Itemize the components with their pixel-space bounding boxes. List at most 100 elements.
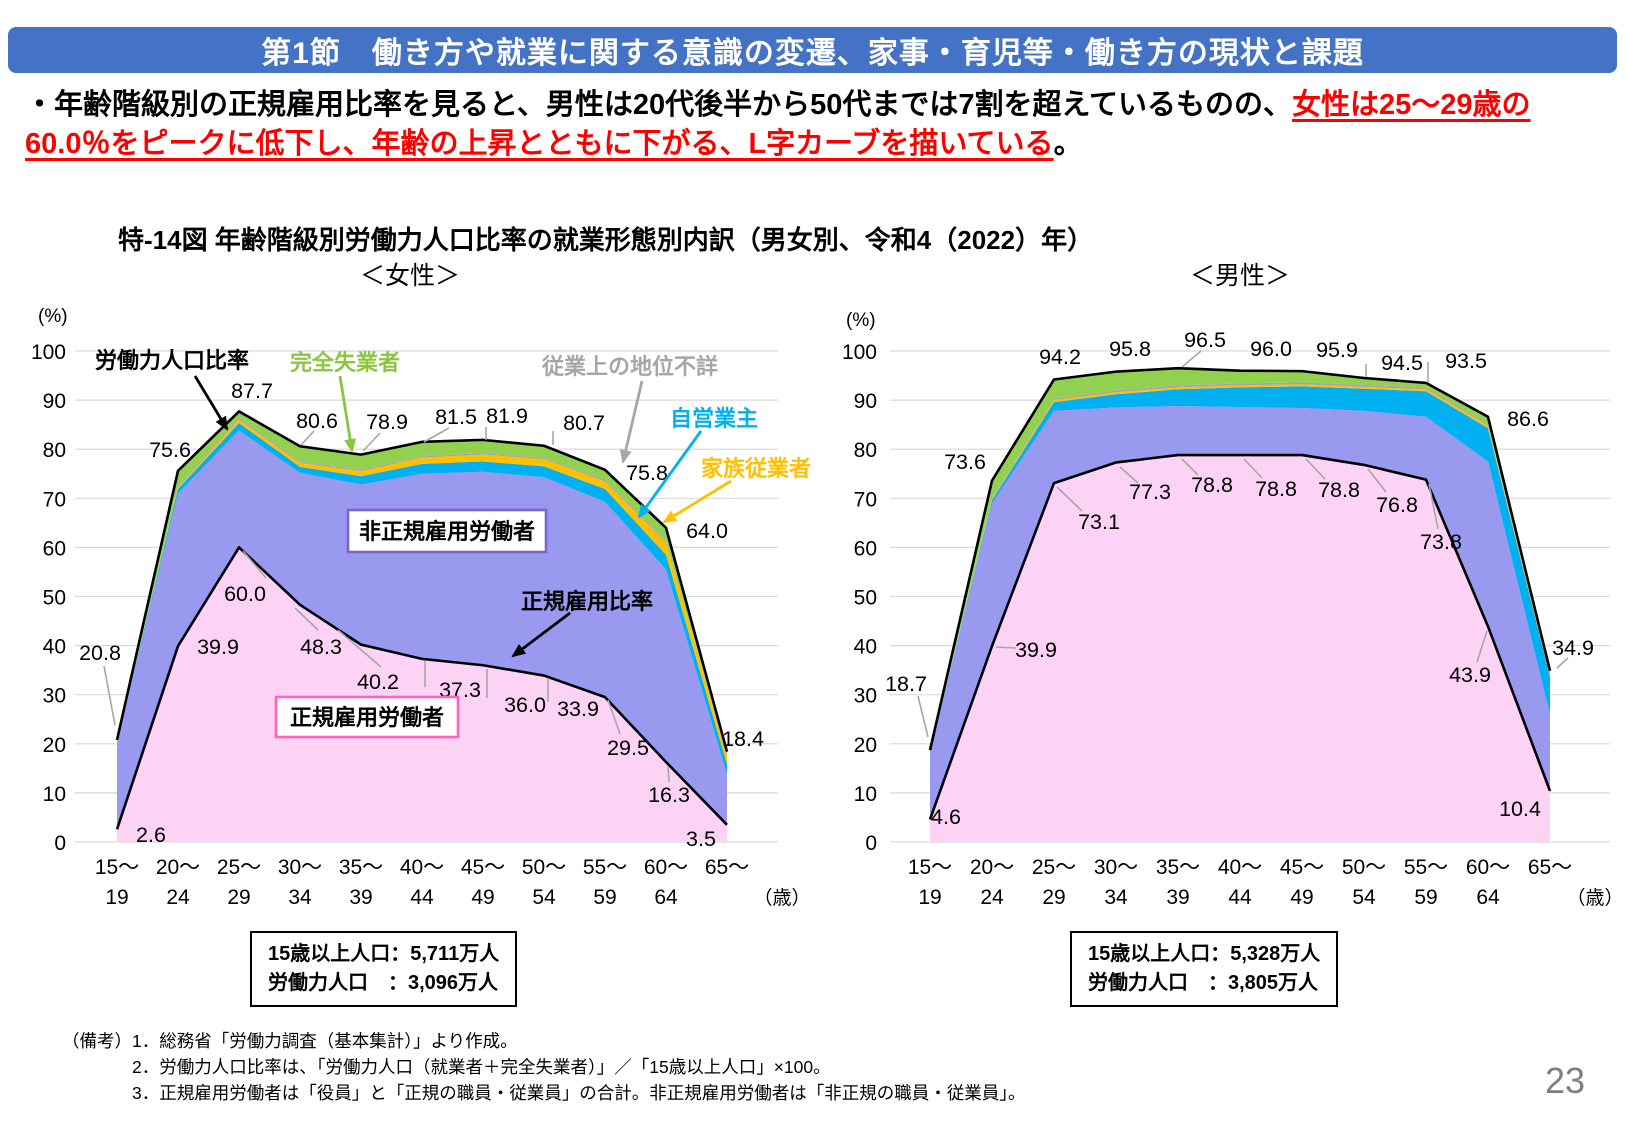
svg-text:80.7: 80.7 [563, 411, 605, 435]
svg-text:家族従業者: 家族従業者 [701, 456, 811, 481]
svg-text:65～: 65～ [1528, 856, 1572, 879]
svg-text:80.6: 80.6 [296, 409, 338, 433]
svg-text:48.3: 48.3 [300, 635, 342, 659]
svg-text:73.6: 73.6 [944, 450, 986, 474]
svg-text:60.0: 60.0 [224, 582, 266, 606]
svg-text:18.4: 18.4 [722, 727, 764, 751]
svg-text:20: 20 [854, 734, 877, 757]
men-laborforce-line2: 労働力人口 ：3,805万人 [1088, 972, 1319, 994]
svg-text:(%): (%) [38, 306, 68, 327]
svg-text:70: 70 [43, 488, 66, 511]
svg-text:従業上の地位不詳: 従業上の地位不詳 [541, 354, 718, 379]
svg-text:95.9: 95.9 [1316, 338, 1358, 362]
page-number: 23 [1545, 1060, 1586, 1101]
footnote-3: 3．正規雇用労働者は「役員」と「正規の職員・従業員」の合計。非正規雇用労働者は「… [132, 1083, 1026, 1103]
svg-text:44: 44 [1228, 886, 1252, 909]
svg-text:（歳）: （歳） [753, 887, 810, 909]
svg-text:45～: 45～ [1280, 856, 1324, 879]
svg-text:30: 30 [854, 685, 877, 708]
svg-text:18.7: 18.7 [885, 672, 927, 696]
svg-text:87.7: 87.7 [231, 379, 273, 403]
section-banner: 第1節 働き方や就業に関する意識の変遷、家事・育児等・働き方の現状と課題 [8, 27, 1617, 73]
svg-text:4.6: 4.6 [931, 805, 961, 829]
svg-text:60: 60 [43, 537, 66, 560]
svg-text:55～: 55～ [583, 856, 627, 879]
svg-text:94.2: 94.2 [1039, 345, 1081, 369]
svg-text:50～: 50～ [522, 856, 566, 879]
men-population-line1: 15歳以上人口：5,328万人 [1088, 943, 1321, 965]
svg-text:93.5: 93.5 [1445, 349, 1487, 373]
svg-text:59: 59 [593, 886, 616, 909]
svg-text:15～: 15～ [95, 856, 139, 879]
svg-text:55～: 55～ [1404, 856, 1448, 879]
svg-text:20～: 20～ [156, 856, 200, 879]
svg-text:94.5: 94.5 [1381, 351, 1423, 375]
svg-text:完全失業者: 完全失業者 [290, 350, 400, 375]
men-chart: 0 10 20 30 40 50 60 70 80 90 100 (%) 15～ 20～ 25～ 30～ 35～… [820, 300, 1625, 925]
svg-text:44: 44 [410, 886, 434, 909]
svg-text:100: 100 [31, 341, 66, 364]
svg-text:59: 59 [1414, 886, 1437, 909]
svg-text:労働力人口比率: 労働力人口比率 [95, 348, 249, 373]
svg-text:78.8: 78.8 [1255, 477, 1297, 501]
svg-text:34: 34 [288, 886, 312, 909]
svg-text:33.9: 33.9 [557, 697, 599, 721]
svg-text:25～: 25～ [1032, 856, 1076, 879]
svg-text:100: 100 [842, 341, 877, 364]
svg-text:35～: 35～ [339, 856, 383, 879]
svg-text:（歳）: （歳） [1566, 887, 1623, 909]
svg-text:70: 70 [854, 488, 877, 511]
svg-text:15～: 15～ [908, 856, 952, 879]
svg-text:49: 49 [1290, 886, 1313, 909]
svg-text:40: 40 [854, 636, 877, 659]
men-chart-svg: 0 10 20 30 40 50 60 70 80 90 100 (%) 15～ 20～ 25～ 30～ 35～… [842, 310, 1624, 909]
svg-text:24: 24 [980, 886, 1004, 909]
svg-text:19: 19 [918, 886, 941, 909]
svg-text:40～: 40～ [1218, 856, 1262, 879]
svg-text:60～: 60～ [1466, 856, 1510, 879]
footnotes: （備考）1．総務省「労働力調査（基本集計）」より作成。 2．労働力人口比率は、「… [62, 1028, 1025, 1106]
svg-text:77.3: 77.3 [1129, 480, 1171, 504]
svg-text:86.6: 86.6 [1507, 407, 1549, 431]
svg-text:3.5: 3.5 [686, 827, 716, 851]
women-chart-label: ＜女性＞ [359, 262, 461, 290]
women-laborforce-line2: 労働力人口 ：3,096万人 [268, 972, 499, 994]
svg-text:10: 10 [43, 783, 66, 806]
svg-text:75.8: 75.8 [626, 461, 668, 485]
svg-text:96.5: 96.5 [1184, 328, 1226, 352]
men-chart-label: ＜男性＞ [1189, 262, 1291, 290]
svg-text:78.9: 78.9 [366, 410, 408, 434]
svg-text:78.8: 78.8 [1318, 478, 1360, 502]
svg-text:75.6: 75.6 [149, 438, 191, 462]
svg-text:36.0: 36.0 [504, 693, 546, 717]
svg-text:65～: 65～ [705, 856, 749, 879]
svg-text:49: 49 [471, 886, 494, 909]
footnote-1: （備考）1．総務省「労働力調査（基本集計）」より作成。 [62, 1031, 518, 1051]
svg-text:80: 80 [854, 439, 877, 462]
svg-text:76.8: 76.8 [1376, 493, 1418, 517]
svg-text:10.4: 10.4 [1499, 797, 1541, 821]
svg-text:19: 19 [105, 886, 128, 909]
svg-text:50: 50 [854, 587, 877, 610]
svg-text:50～: 50～ [1342, 856, 1386, 879]
svg-text:正規雇用労働者: 正規雇用労働者 [290, 705, 444, 730]
svg-text:96.0: 96.0 [1250, 337, 1292, 361]
svg-text:40: 40 [43, 636, 66, 659]
summary-text-red-underline: 女性は25～29歳の60.0％をピークに低下し、年齢の上昇とともに下がる、L字カ… [25, 89, 1531, 160]
svg-text:39: 39 [349, 886, 372, 909]
svg-text:45～: 45～ [461, 856, 505, 879]
svg-text:0: 0 [54, 832, 66, 855]
svg-text:73.8: 73.8 [1420, 530, 1462, 554]
men-population-box: 15歳以上人口：5,328万人 労働力人口 ：3,805万人 [1070, 931, 1339, 1007]
svg-text:40～: 40～ [400, 856, 444, 879]
svg-text:30～: 30～ [1094, 856, 1138, 879]
svg-text:81.5: 81.5 [435, 405, 477, 429]
svg-text:(%): (%) [846, 310, 876, 331]
svg-text:90: 90 [43, 390, 66, 413]
svg-text:0: 0 [865, 832, 877, 855]
svg-text:34: 34 [1104, 886, 1128, 909]
summary-text-period: 。 [1053, 128, 1083, 160]
svg-text:73.1: 73.1 [1078, 510, 1120, 534]
svg-text:24: 24 [166, 886, 190, 909]
summary-text: ・年齢階級別の正規雇用比率を見ると、男性は20代後半から50代までは7割を超えて… [25, 86, 1605, 164]
